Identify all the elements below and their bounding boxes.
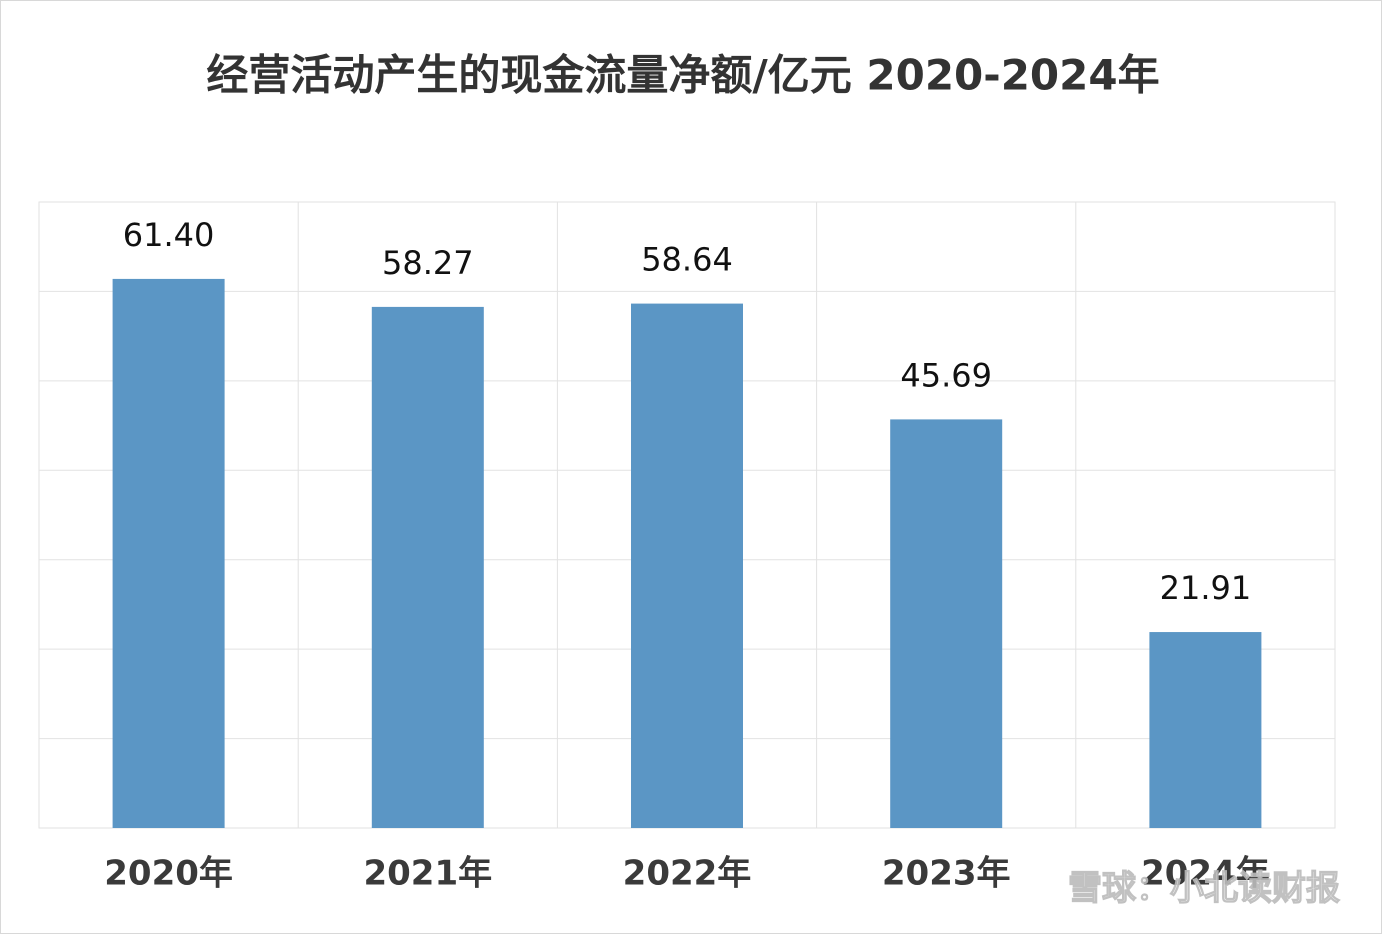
value-label: 45.69: [900, 356, 992, 394]
bar: [371, 306, 484, 828]
value-label: 58.27: [382, 244, 474, 282]
x-tick-label: 2020年: [104, 854, 233, 894]
x-tick-label: 2024年: [1141, 854, 1270, 894]
value-label: 61.40: [123, 216, 215, 254]
bar: [631, 303, 743, 829]
value-label: 21.91: [1160, 569, 1252, 607]
x-tick-label: 2022年: [623, 854, 752, 894]
bar: [112, 278, 225, 828]
value-label: 58.64: [641, 241, 733, 279]
chart-title: 经营活动产生的现金流量净额/亿元 2020-2024年: [206, 51, 1159, 100]
x-tick-label: 2023年: [882, 854, 1011, 894]
x-tick-label: 2021年: [363, 854, 492, 894]
bar: [890, 419, 1003, 828]
bar: [1149, 632, 1262, 828]
watermark: 雪球：小北读财报: [1068, 869, 1340, 909]
